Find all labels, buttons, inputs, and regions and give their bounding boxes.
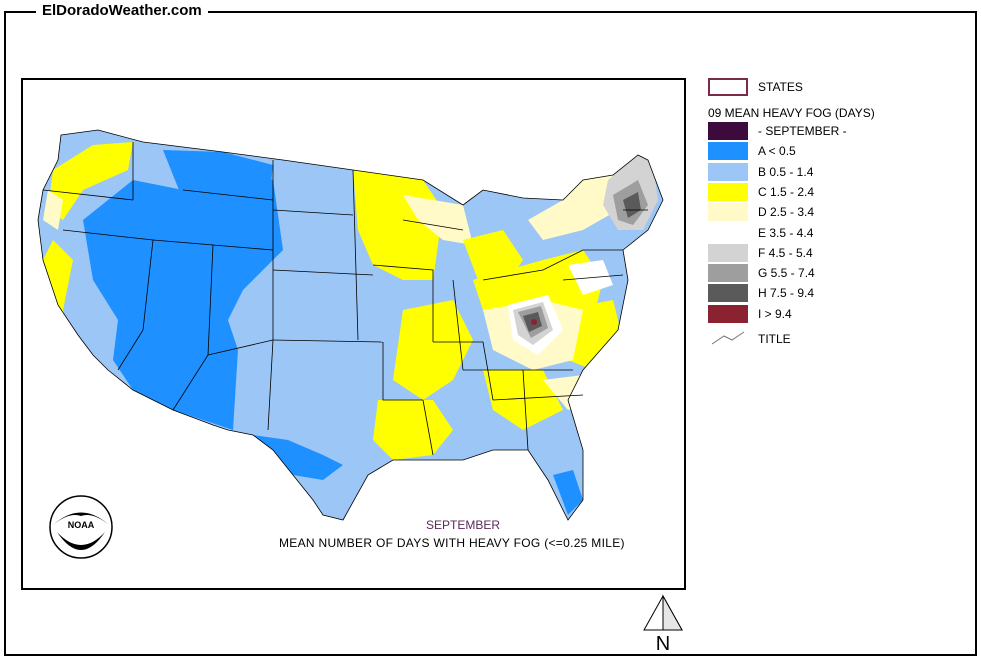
legend-swatch [708,264,748,283]
legend-swatch [708,243,748,262]
legend-swatch [708,223,748,242]
legend-item-label: C 1.5 - 2.4 [758,184,815,199]
fog-map: NOAA SEPTEMBER MEAN NUMBER OF DAYS WITH … [21,78,686,590]
north-arrow-icon: N [643,594,683,654]
legend-item-label: D 2.5 - 3.4 [758,205,815,220]
legend-swatch [708,142,748,161]
legend-item-label: B 0.5 - 1.4 [758,164,814,179]
site-title[interactable]: ElDoradoWeather.com [36,2,208,20]
noaa-logo-icon: NOAA [49,495,113,559]
legend-heading: 09 MEAN HEAVY FOG (DAYS) [708,106,875,120]
legend-item-label: G 5.5 - 7.4 [758,266,815,281]
legend-swatch [708,122,748,140]
legend-item-label: F 4.5 - 5.4 [758,245,813,260]
state-boundaries [37,129,664,521]
noaa-logo-text: NOAA [68,520,95,530]
title-line-icon [711,331,745,345]
legend-item-label: I > 9.4 [758,306,792,321]
legend-item-label: E 3.5 - 4.4 [758,225,814,240]
legend-swatch [708,203,748,222]
page-frame [4,11,977,656]
legend-swatch [708,284,748,303]
legend-swatch [708,182,748,201]
legend-item-label: - SEPTEMBER - [758,124,847,138]
states-outline-swatch [708,78,748,96]
fog-zones [38,130,663,520]
legend-swatch [708,304,748,323]
legend-item-label: A < 0.5 [758,144,796,159]
map-caption-description: MEAN NUMBER OF DAYS WITH HEAVY FOG (<=0.… [279,536,625,550]
legend-title-label: TITLE [758,332,791,346]
legend-swatch [708,162,748,181]
legend-item-label: H 7.5 - 9.4 [758,286,815,301]
map-caption-month: SEPTEMBER [426,518,501,532]
north-label: N [656,633,670,654]
us-fog-map-svg: NOAA [37,129,664,559]
legend-states-label: STATES [758,80,803,94]
